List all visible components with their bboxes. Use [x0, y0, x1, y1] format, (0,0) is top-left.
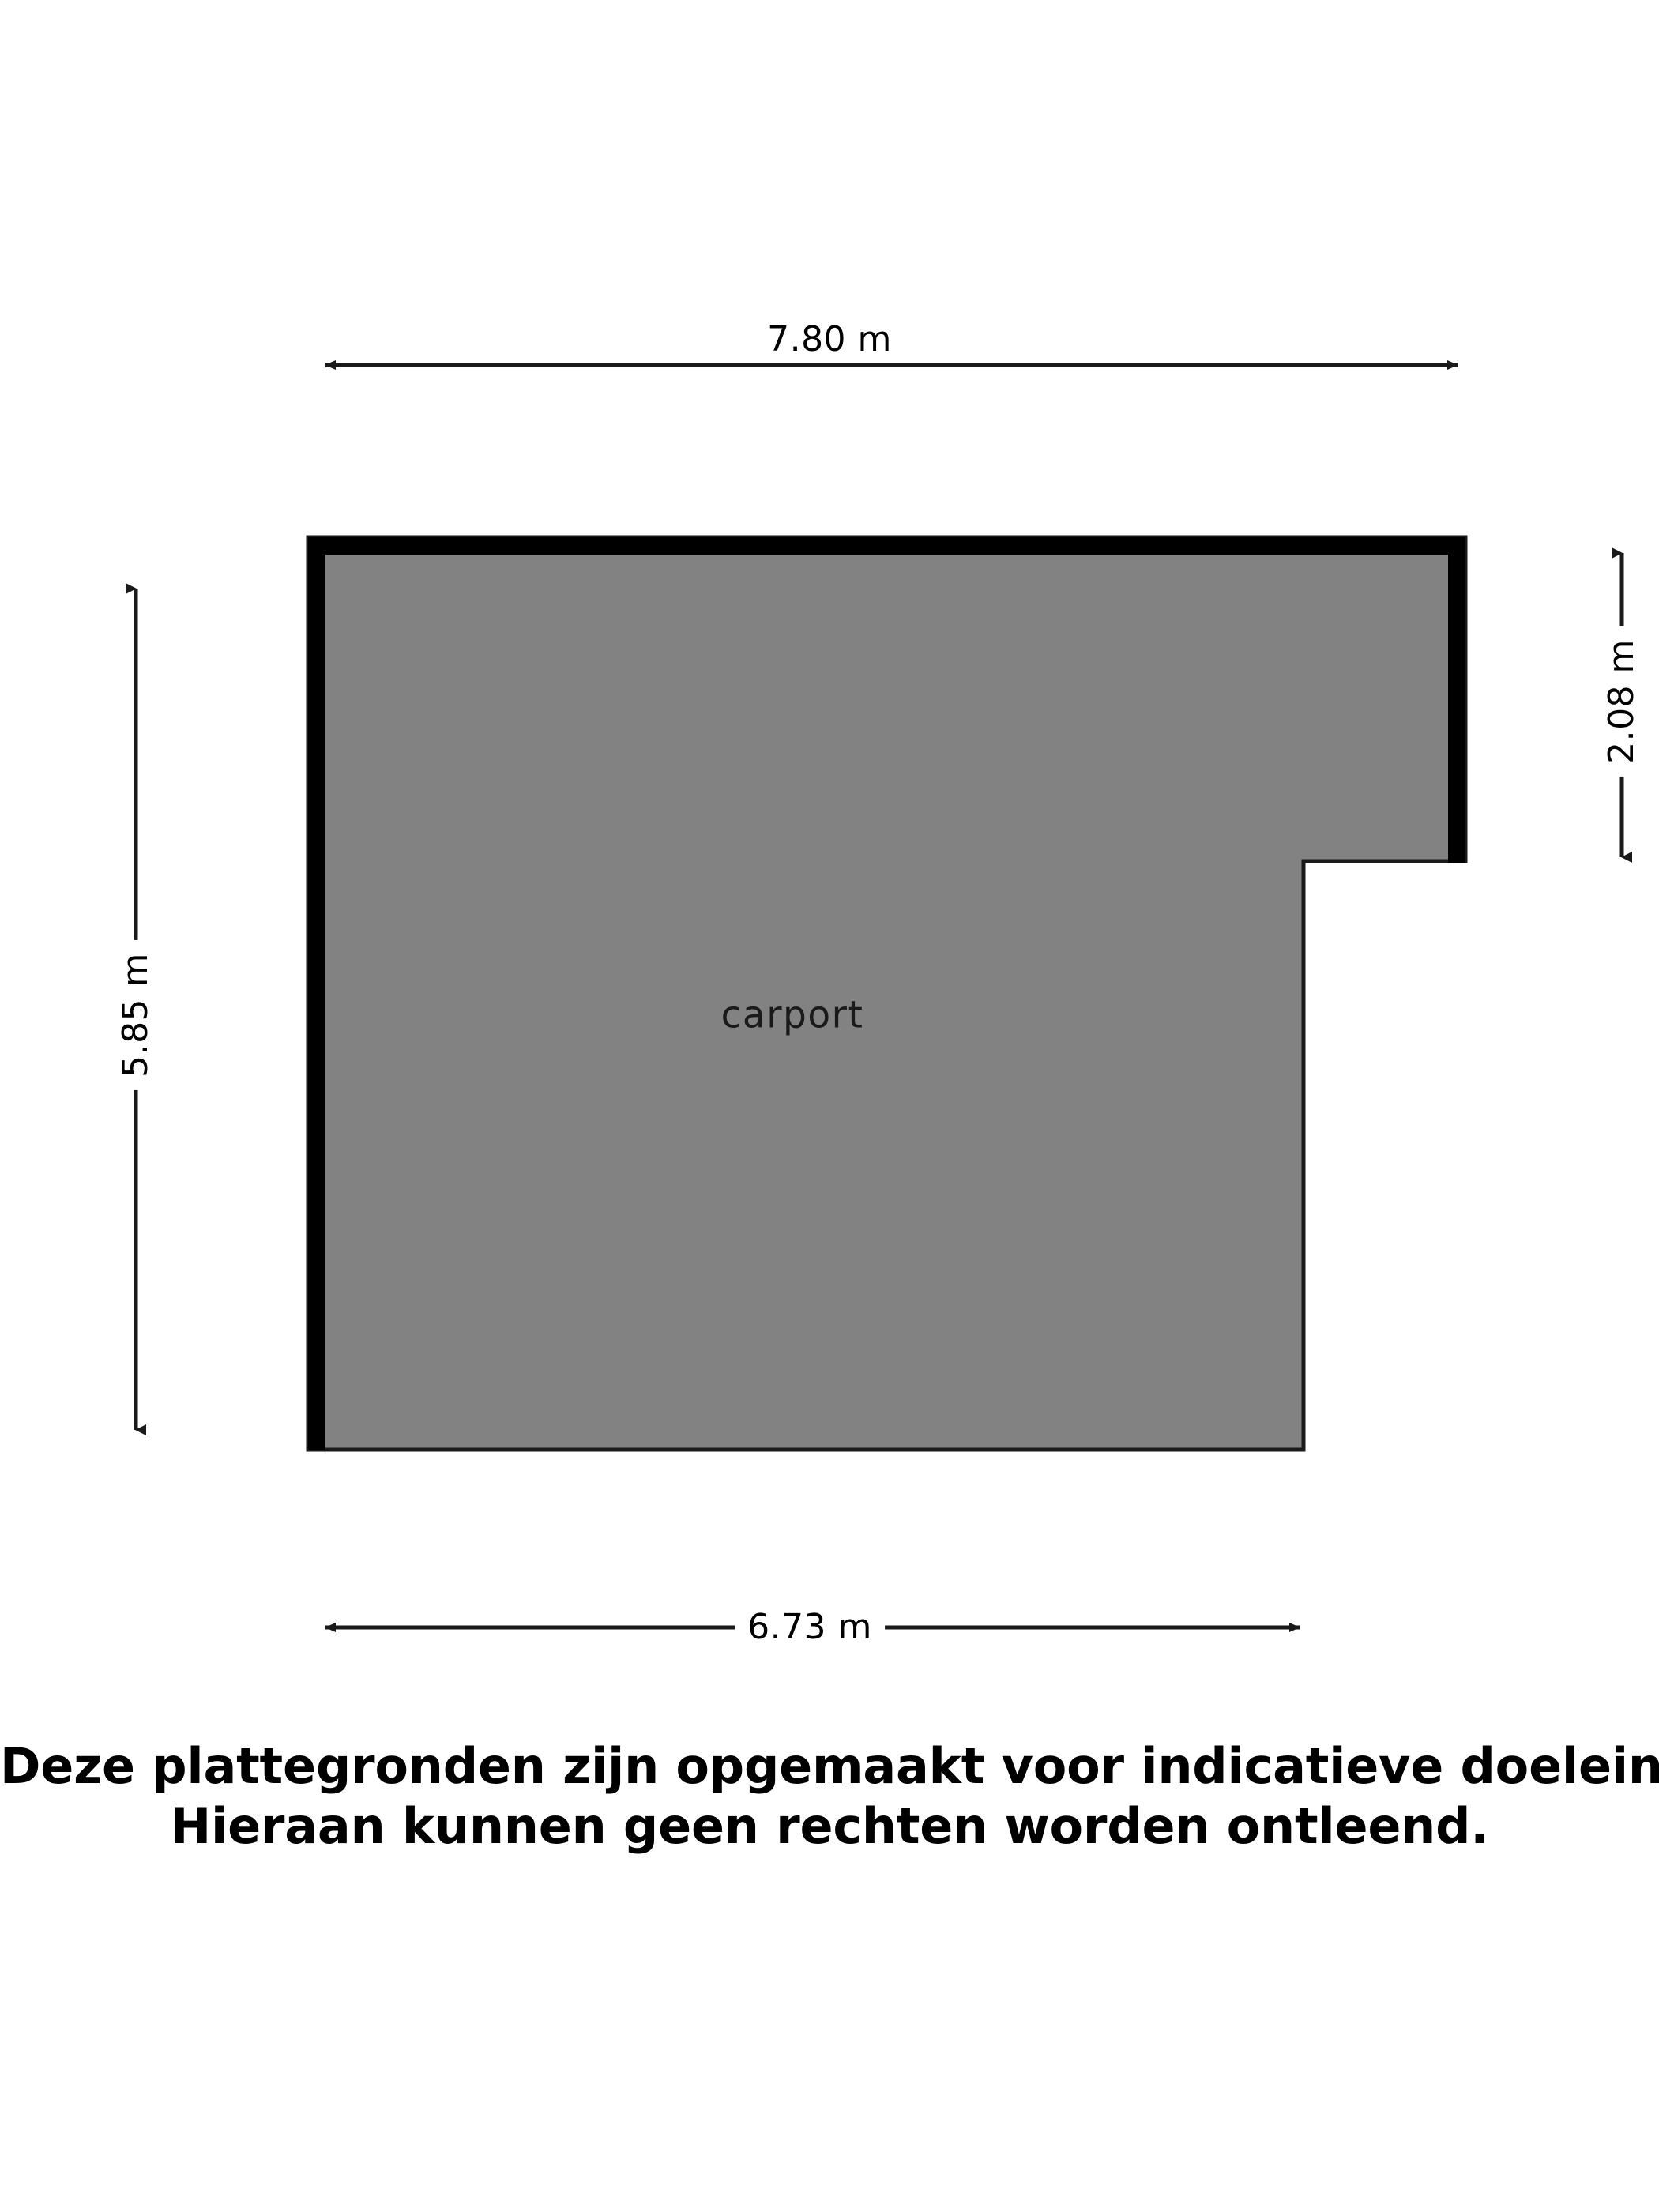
- disclaimer-text: Deze plattegronden zijn opgemaakt voor i…: [0, 1736, 1659, 1856]
- dimension-label-bottom: 6.73 m: [735, 1608, 885, 1646]
- room-label-carport: carport: [720, 993, 864, 1037]
- exterior-walls: [308, 537, 1465, 1450]
- disclaimer-line-2: Hieraan kunnen geen rechten worden ontle…: [170, 1796, 1489, 1855]
- carport-floor-area: [306, 535, 1468, 1452]
- dimension-label-right: 2.08 m: [1601, 626, 1642, 777]
- disclaimer-line-1: Deze plattegronden zijn opgemaakt voor i…: [0, 1737, 1659, 1795]
- dimension-label-left: 5.85 m: [115, 940, 156, 1090]
- dimension-label-top: 7.80 m: [754, 321, 905, 359]
